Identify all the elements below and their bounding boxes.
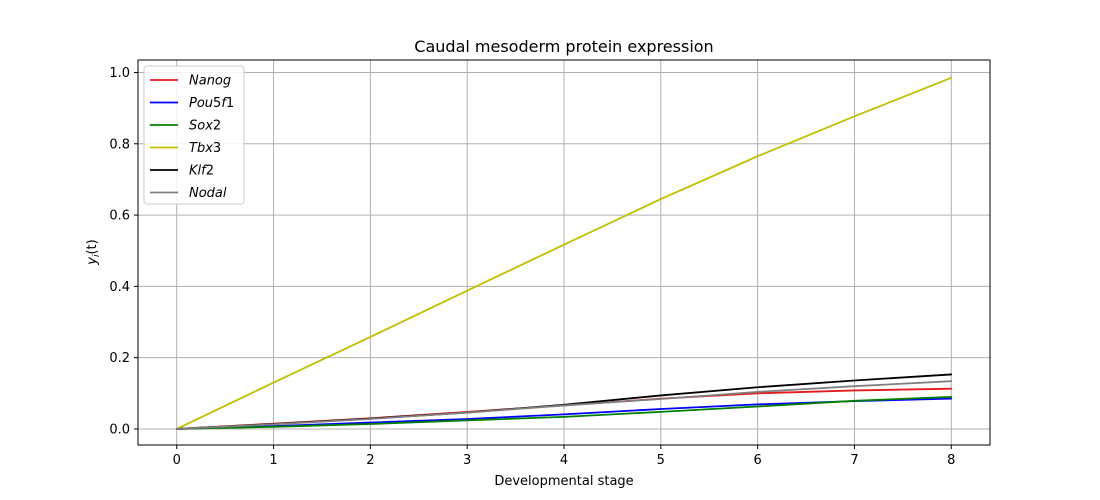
y-tick-label: 0.4 [109,280,130,295]
x-tick-label: 5 [657,453,665,468]
series-line-sox2 [175,395,953,430]
svg-text:yi(t): yi(t) [85,239,102,265]
x-tick-label: 0 [173,453,181,468]
legend-label: Nodal [189,186,227,201]
x-tick-label: 1 [269,453,277,468]
y-axis-label-rest: (t) [85,239,100,254]
x-tick-label: 2 [366,453,374,468]
legend-label: Pou5f1 [189,96,234,111]
legend-label: Tbx3 [189,141,221,156]
x-axis-label: Developmental stage [494,474,633,489]
series-line-nodal [175,380,953,430]
x-tick-label: 4 [560,453,568,468]
x-axis-ticks: 0 1 2 3 4 5 6 7 8 [173,445,955,468]
y-axis-label: yi(t) [85,239,102,265]
y-tick-label: 1.0 [109,66,130,81]
series-line-tbx3 [175,76,953,430]
x-tick-label: 7 [850,453,858,468]
y-tick-label: 0.6 [109,209,130,224]
x-tick-label: 6 [753,453,761,468]
legend: Nanog Pou5f1 Sox2 Tbx3 Klf2 Nodal [143,65,245,205]
chart-title: Caudal mesoderm protein expression [414,37,713,56]
y-tick-label: 0.0 [109,422,130,437]
y-axis-label-main: y [85,257,100,266]
legend-label: Nanog [189,74,231,89]
series-lines [175,76,953,430]
y-axis-ticks: 0.0 0.2 0.4 0.6 0.8 1.0 [109,66,138,437]
y-tick-label: 0.2 [109,351,130,366]
x-tick-label: 8 [947,453,955,468]
legend-label: Sox2 [189,119,221,134]
y-tick-label: 0.8 [109,137,130,152]
legend-label: Klf2 [189,164,214,179]
y-axis-label-sub: i [92,254,102,257]
x-tick-label: 3 [463,453,471,468]
grid [138,60,990,445]
